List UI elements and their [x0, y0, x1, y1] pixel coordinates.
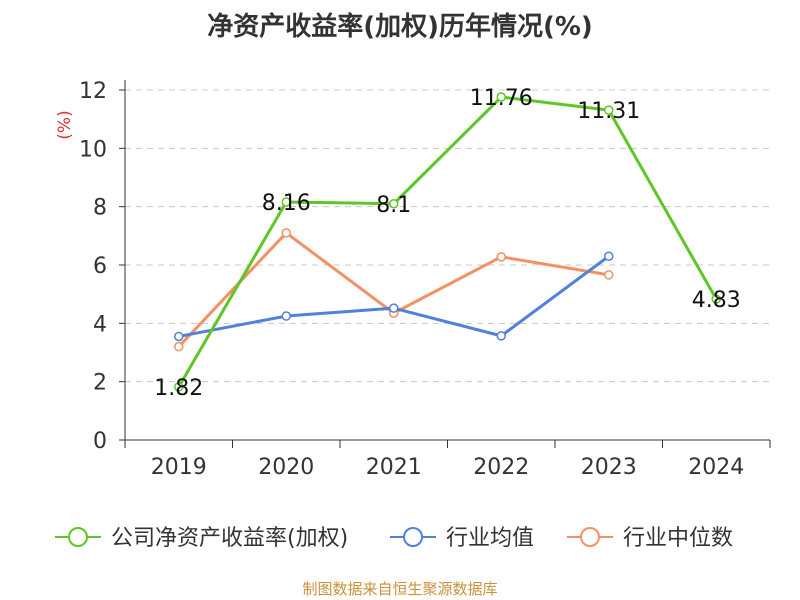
- data-label: 8.16: [262, 191, 311, 216]
- x-tick-label: 2023: [581, 455, 637, 480]
- series-layer: [174, 92, 721, 392]
- chart-title: 净资产收益率(加权)历年情况(%): [207, 12, 593, 42]
- grid-layer: [125, 89, 770, 383]
- data-point: [174, 331, 184, 342]
- legend-marker: [580, 527, 600, 547]
- legend-label: 行业中位数: [623, 526, 733, 551]
- data-label: 11.76: [470, 86, 533, 111]
- x-tick-label: 2022: [473, 455, 529, 480]
- legend-marker: [403, 527, 423, 547]
- legend: 公司净资产收益率(加权) 行业均值 行业中位数: [55, 526, 733, 551]
- legend-marker: [68, 527, 88, 547]
- data-label: 11.31: [577, 99, 640, 124]
- data-point: [174, 382, 184, 392]
- series-line: [177, 95, 718, 388]
- axis-layer: 0 2 4 6 8 10 12 2019 2020 2021 2022 2023 2024 (%): [55, 79, 771, 480]
- label-layer: 1.82 8.16 8.1 11.76 11.31 4.83: [154, 86, 740, 401]
- y-tick-label: 12: [79, 79, 107, 104]
- data-point: [604, 251, 614, 261]
- data-point: [711, 294, 721, 304]
- y-tick-label: 4: [93, 312, 107, 337]
- legend-label: 行业均值: [446, 526, 534, 551]
- legend-item: 行业均值: [390, 526, 534, 551]
- data-point: [389, 303, 399, 313]
- data-label: 1.82: [154, 376, 203, 401]
- source-note: 制图数据来自恒生聚源数据库: [302, 580, 498, 598]
- x-tick-label: 2021: [366, 455, 422, 480]
- y-tick-label: 10: [79, 137, 107, 162]
- x-tick-label: 2019: [151, 455, 207, 480]
- data-label: 8.1: [376, 193, 411, 218]
- data-point: [174, 341, 184, 352]
- x-tick-label: 2020: [258, 455, 314, 480]
- data-point: [281, 311, 291, 321]
- y-tick-label: 2: [93, 371, 107, 396]
- legend-label: 公司净资产收益率(加权): [111, 526, 348, 551]
- series-line: [178, 255, 610, 338]
- y-tick-label: 8: [93, 196, 107, 221]
- data-point: [496, 331, 506, 341]
- series-line: [177, 231, 609, 348]
- legend-item: 公司净资产收益率(加权): [55, 526, 348, 551]
- data-point: [496, 252, 506, 262]
- data-point: [281, 228, 291, 238]
- data-point: [604, 270, 614, 280]
- data-point: [389, 199, 399, 209]
- data-point: [496, 92, 506, 102]
- data-point: [281, 197, 291, 207]
- data-label: 4.83: [692, 288, 741, 313]
- data-point: [604, 105, 614, 115]
- legend-item: 行业中位数: [567, 526, 733, 551]
- y-tick-label: 6: [93, 254, 107, 279]
- y-axis-label: (%): [55, 110, 75, 139]
- y-tick-label: 0: [93, 429, 107, 454]
- x-tick-label: 2024: [688, 455, 744, 480]
